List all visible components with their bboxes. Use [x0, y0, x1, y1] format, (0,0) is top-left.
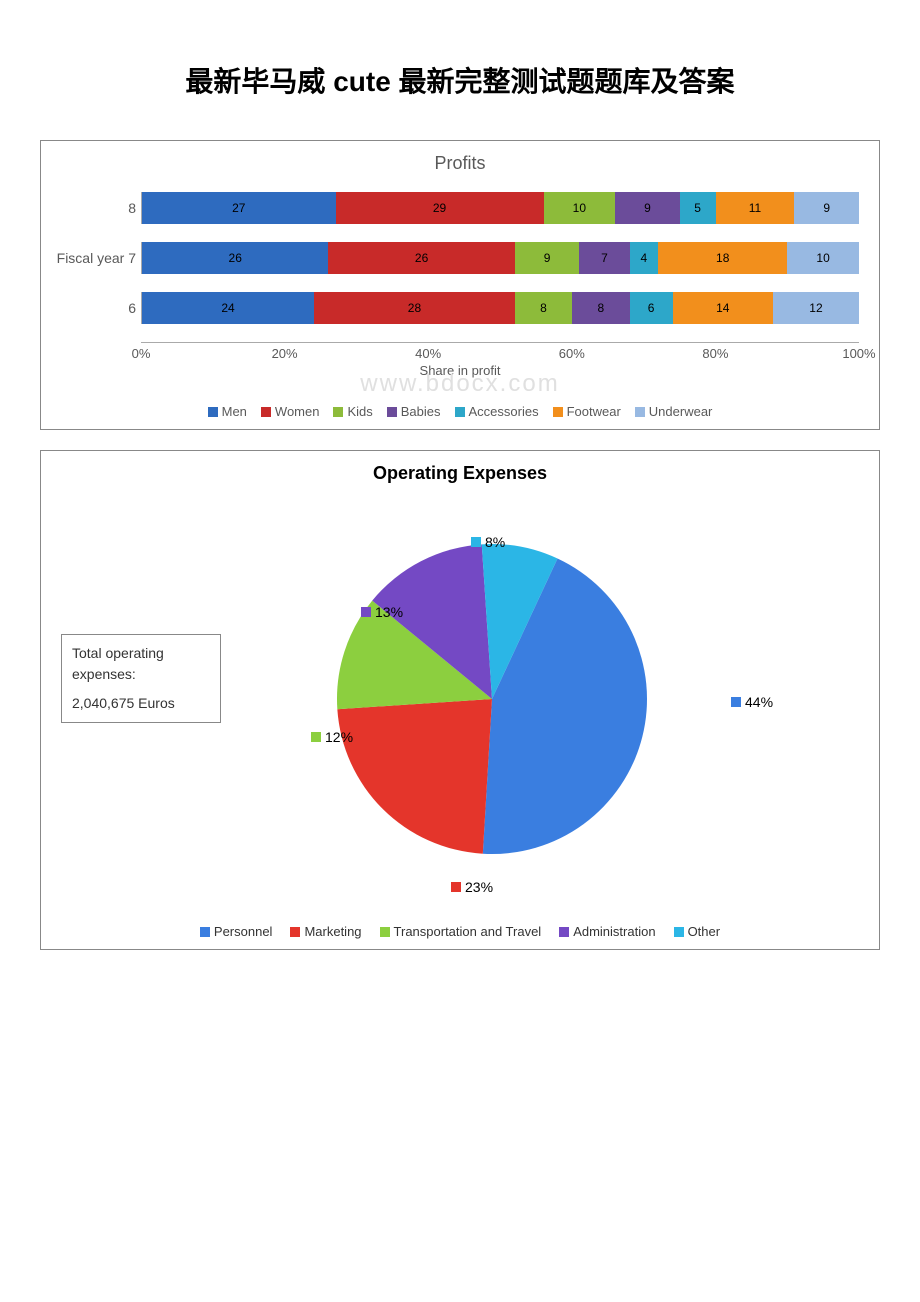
- pie-label-text: 12%: [325, 729, 353, 745]
- bar-segment: 27: [142, 192, 336, 224]
- pie-slice-label: 13%: [361, 604, 403, 620]
- pie-slice-label: 23%: [451, 879, 493, 895]
- pie-label-swatch-icon: [471, 537, 481, 547]
- pie-label-text: 23%: [465, 879, 493, 895]
- bar-segment: 5: [680, 192, 716, 224]
- bar-legend: Men Women Kids Babies Accessories Footwear Und…: [51, 404, 869, 419]
- legend-swatch-icon: [635, 407, 645, 417]
- bar-segment: 18: [658, 242, 787, 274]
- bar-track: 26269741810: [141, 242, 859, 274]
- watermark-text: www.bdocx.com: [51, 370, 869, 398]
- pie-label-text: 8%: [485, 534, 505, 550]
- pie-label-text: 44%: [745, 694, 773, 710]
- bar-segment: 14: [673, 292, 773, 324]
- legend-swatch-icon: [553, 407, 563, 417]
- bar-legend-item: Kids: [333, 404, 372, 419]
- legend-label: Transportation and Travel: [394, 924, 542, 939]
- bar-segment: 7: [579, 242, 629, 274]
- bar-segment: 26: [328, 242, 514, 274]
- bar-segment: 28: [314, 292, 515, 324]
- bar-legend-item: Women: [261, 404, 320, 419]
- legend-swatch-icon: [290, 927, 300, 937]
- pie-slice-label: 8%: [471, 534, 505, 550]
- legend-swatch-icon: [333, 407, 343, 417]
- legend-swatch-icon: [200, 927, 210, 937]
- legend-label: Administration: [573, 924, 655, 939]
- pie-info-box: Total operating expenses: 2,040,675 Euro…: [61, 634, 221, 723]
- page-title: 最新毕马威 cute 最新完整测试题题库及答案: [40, 60, 880, 100]
- pie-legend-item: Administration: [559, 924, 655, 939]
- bar-segment: 24: [142, 292, 314, 324]
- legend-swatch-icon: [674, 927, 684, 937]
- legend-label: Kids: [347, 404, 372, 419]
- bar-segment: 8: [572, 292, 629, 324]
- pie-legend-item: Marketing: [290, 924, 361, 939]
- legend-label: Women: [275, 404, 320, 419]
- bar-legend-item: Men: [208, 404, 247, 419]
- info-line-3: 2,040,675 Euros: [72, 693, 210, 714]
- bar-legend-item: Underwear: [635, 404, 713, 419]
- bar-segment: 12: [773, 292, 859, 324]
- pie-label-swatch-icon: [451, 882, 461, 892]
- pie-label-swatch-icon: [361, 607, 371, 617]
- pie-label-swatch-icon: [731, 697, 741, 707]
- bar-track: 24288861412: [141, 292, 859, 324]
- legend-label: Men: [222, 404, 247, 419]
- bar-segment: 10: [544, 192, 616, 224]
- bar-x-axis: 0%20%40%60%80%100%: [141, 342, 859, 361]
- legend-swatch-icon: [455, 407, 465, 417]
- bar-segment: 11: [716, 192, 795, 224]
- bar-chart-plot: 827291095119Fiscal year 7262697418106242…: [51, 192, 869, 361]
- bar-legend-item: Footwear: [553, 404, 621, 419]
- bar-row: 827291095119: [141, 192, 859, 224]
- legend-label: Other: [688, 924, 721, 939]
- bar-row: Fiscal year 726269741810: [141, 242, 859, 274]
- pie-slice: [337, 699, 492, 854]
- legend-swatch-icon: [559, 927, 569, 937]
- bar-chart-container: Profits 827291095119Fiscal year 72626974…: [40, 140, 880, 430]
- pie-slice-label: 12%: [311, 729, 353, 745]
- bar-legend-item: Babies: [387, 404, 441, 419]
- legend-swatch-icon: [261, 407, 271, 417]
- legend-label: Footwear: [567, 404, 621, 419]
- bar-segment: 8: [515, 292, 572, 324]
- pie-slice-label: 44%: [731, 694, 773, 710]
- legend-swatch-icon: [208, 407, 218, 417]
- bar-segment: 6: [630, 292, 673, 324]
- bar-segment: 26: [142, 242, 328, 274]
- bar-chart-title: Profits: [51, 153, 869, 174]
- pie-svg: [332, 539, 652, 859]
- legend-label: Marketing: [304, 924, 361, 939]
- bar-segment: 9: [515, 242, 580, 274]
- pie-label-text: 13%: [375, 604, 403, 620]
- pie-legend-item: Transportation and Travel: [380, 924, 542, 939]
- pie-chart-plot: Total operating expenses: 2,040,675 Euro…: [51, 499, 869, 919]
- bar-segment: 4: [630, 242, 659, 274]
- bar-row-label: 6: [51, 300, 136, 316]
- bar-legend-item: Accessories: [455, 404, 539, 419]
- legend-swatch-icon: [380, 927, 390, 937]
- pie-label-swatch-icon: [311, 732, 321, 742]
- bar-segment: 29: [336, 192, 544, 224]
- pie-chart-title: Operating Expenses: [51, 463, 869, 484]
- info-line-2: expenses:: [72, 664, 210, 685]
- pie-chart-container: Operating Expenses Total operating expen…: [40, 450, 880, 950]
- info-line-1: Total operating: [72, 643, 210, 664]
- legend-label: Underwear: [649, 404, 713, 419]
- pie-legend: Personnel Marketing Transportation and Tra…: [51, 924, 869, 939]
- legend-label: Accessories: [469, 404, 539, 419]
- bar-track: 27291095119: [141, 192, 859, 224]
- pie-legend-item: Personnel: [200, 924, 273, 939]
- legend-label: Personnel: [214, 924, 273, 939]
- bar-segment: 10: [787, 242, 859, 274]
- pie-legend-item: Other: [674, 924, 721, 939]
- legend-label: Babies: [401, 404, 441, 419]
- legend-swatch-icon: [387, 407, 397, 417]
- bar-segment: 9: [615, 192, 680, 224]
- bar-row-label: 8: [51, 200, 136, 216]
- bar-row: 624288861412: [141, 292, 859, 324]
- bar-segment: 9: [794, 192, 859, 224]
- bar-row-label: Fiscal year 7: [51, 250, 136, 266]
